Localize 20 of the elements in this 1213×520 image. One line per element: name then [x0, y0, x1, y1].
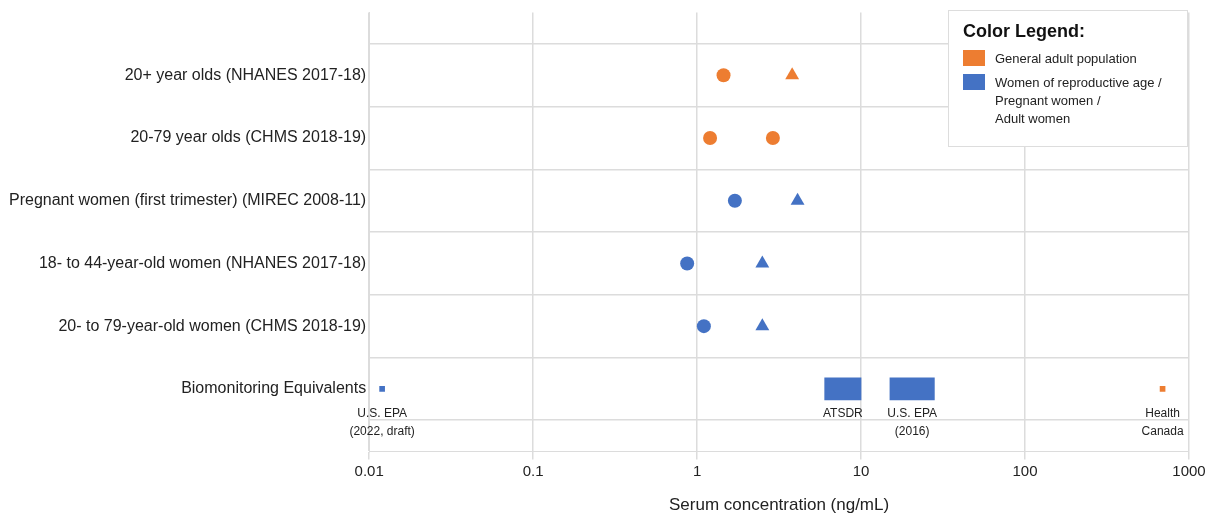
x-tick-label: 100 [1012, 461, 1038, 479]
y-tick-label: 18- to 44-year-old women (NHANES 2017-18) [38, 253, 367, 271]
annotation: U.S. EPA (2022, draft) [349, 406, 415, 439]
x-axis-title: Serum concentration (ng/mL) [668, 495, 890, 515]
y-tick-label: 20-79 year olds (CHMS 2018-19) [130, 128, 367, 146]
x-tick-label: 1000 [1172, 461, 1206, 479]
y-tick-label: 20+ year olds (NHANES 2017-18) [124, 65, 367, 83]
y-tick-label: 20- to 79-year-old women (CHMS 2018-19) [58, 316, 367, 334]
legend-label: General adult population [995, 50, 1137, 68]
y-tick-label: Pregnant women (first trimester) (MIREC 2008-11) [9, 191, 367, 209]
annotation: ATSDR [822, 406, 864, 421]
x-tick-label: 10 [852, 461, 870, 479]
x-tick-label: 0.01 [354, 461, 384, 479]
legend-title: Color Legend: [963, 21, 1086, 42]
legend-label: Women of reproductive age / Pregnant women / Adult women [995, 74, 1162, 128]
x-tick-label: 0.1 [522, 461, 544, 479]
annotation: Health Canada [1141, 406, 1184, 439]
x-tick-label: 1 [692, 461, 702, 479]
y-tick-label: Biomonitoring Equivalents [181, 379, 367, 397]
annotation: U.S. EPA (2016) [887, 406, 938, 439]
